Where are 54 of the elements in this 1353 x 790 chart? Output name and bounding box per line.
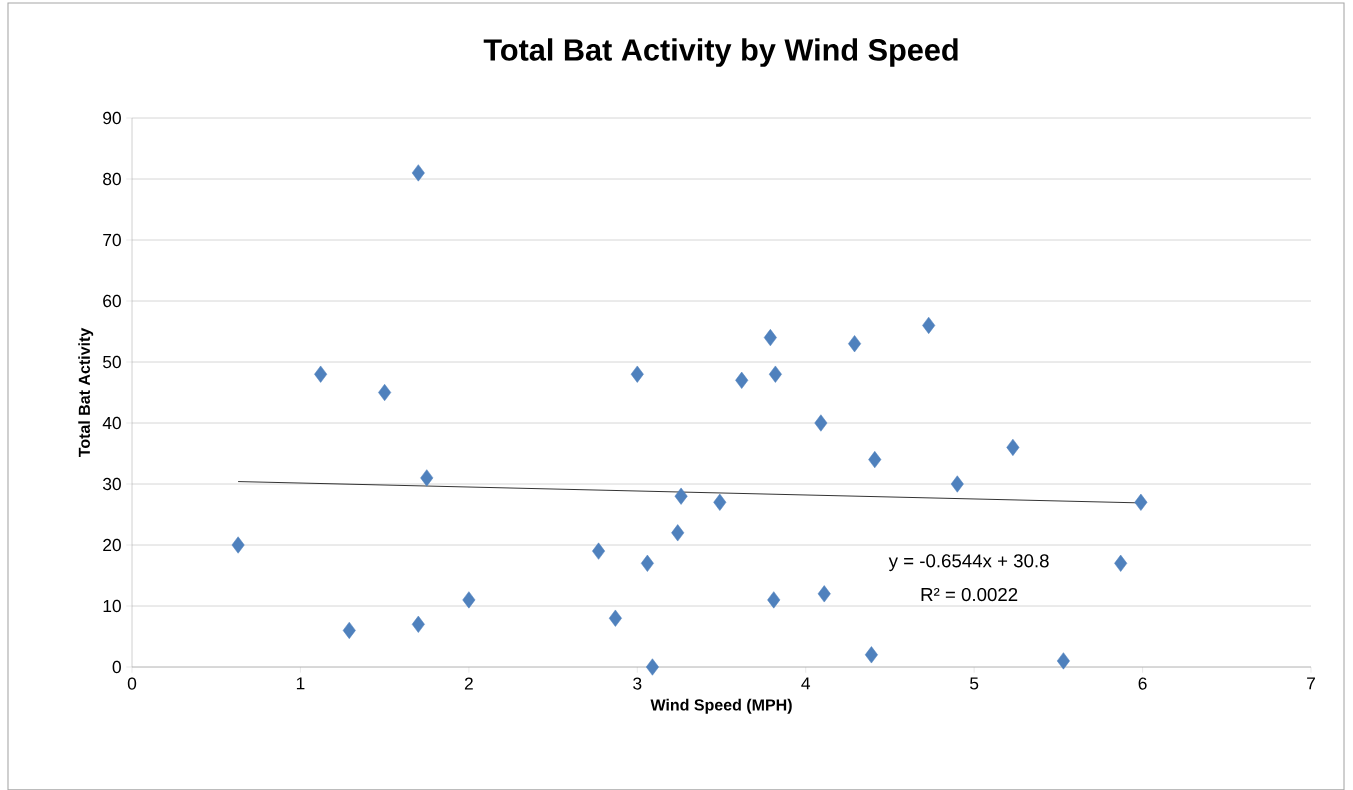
point [817,585,831,603]
annotation: R² = 0.0022 [921,587,1018,602]
point [231,536,245,554]
point [608,609,622,627]
x-axis-title: Wind Speed (MPH) [650,698,792,714]
point [592,542,606,560]
point [420,469,434,487]
point [864,646,878,664]
y-tick-label: 0 [112,660,121,674]
point [674,487,688,505]
point [763,328,777,347]
y-tick-label: 10 [103,599,121,613]
point [671,524,685,542]
annotation: y = -0.6544x + 30.8 [888,554,1049,572]
point [767,591,781,609]
x-tick-label: 7 [1307,677,1315,690]
point [950,475,964,493]
point [713,493,727,511]
point [868,450,882,469]
y-tick-label: 50 [103,355,121,369]
y-tick-label: 40 [102,416,121,430]
point [640,554,654,572]
x-tick-label: 6 [1138,677,1147,690]
point [1114,554,1128,572]
point [378,383,392,401]
point [342,621,356,639]
y-tick-label: 90 [103,111,121,125]
y-tick-label: 80 [103,172,121,186]
point [922,316,936,334]
point [1006,438,1020,456]
x-tick-label: 0 [127,677,137,690]
point [645,658,659,676]
point [411,164,425,182]
point [630,365,644,383]
y-tick-label: 30 [102,477,121,491]
y-tick-label: 70 [103,233,121,247]
point [411,615,425,633]
chart-title: Total Bat Activity by Wind Speed [483,38,958,67]
point [462,591,476,609]
y-tick-label: 20 [103,538,121,552]
point [314,365,328,383]
x-tick-label: 4 [801,677,811,690]
x-tick-label: 5 [970,677,979,690]
point [768,365,782,383]
x-tick-label: 2 [464,677,473,690]
y-tick-label: 60 [103,294,121,308]
point [848,335,862,353]
point [814,414,828,432]
point [735,371,749,389]
y-axis-title: Total Bat Activity [78,327,94,457]
x-tick-label: 3 [633,677,642,690]
x-tick-label: 1 [296,677,305,690]
point [1134,493,1148,511]
point [1056,652,1070,670]
